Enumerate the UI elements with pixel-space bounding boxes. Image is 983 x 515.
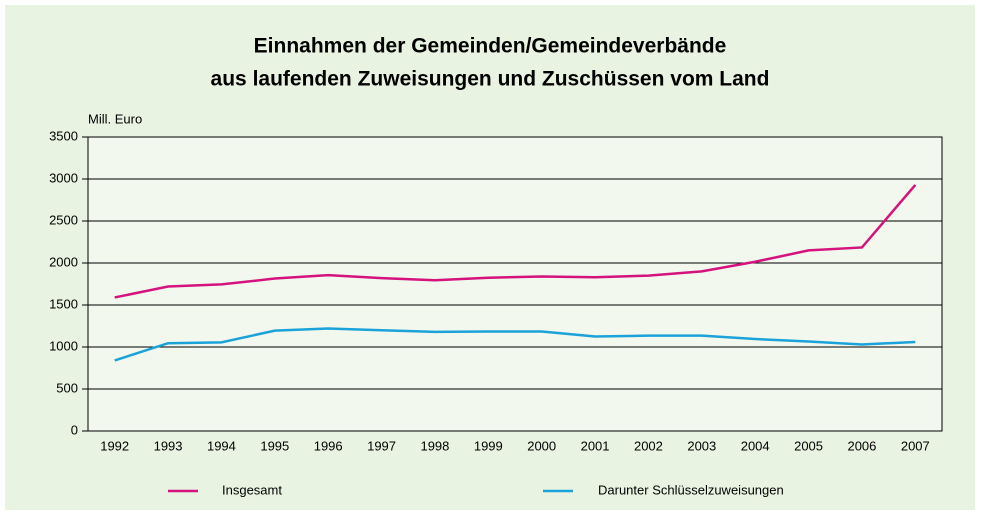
y-tick-label: 0 [71,422,78,437]
y-tick-label: 1000 [49,338,78,353]
x-tick-label: 1997 [367,438,396,453]
x-tick-label: 1998 [420,438,449,453]
x-tick-label: 2001 [581,438,610,453]
x-tick-label: 1992 [100,438,129,453]
y-tick-label: 3000 [49,170,78,185]
x-tick-label: 2003 [687,438,716,453]
y-tick-label: 2000 [49,254,78,269]
y-axis-label: Mill. Euro [88,111,142,126]
line-series [114,184,917,299]
chart-title: Einnahmen der Gemeinden/Gemeindeverbände [254,35,727,58]
x-tick-label: 1995 [260,438,289,453]
x-tick-label: 1999 [474,438,503,453]
legend-label: Darunter Schlüsselzuweisungen [598,482,784,497]
x-tick-label: 2000 [527,438,556,453]
x-tick-label: 1993 [154,438,183,453]
y-tick-label: 1500 [49,296,78,311]
x-tick-label: 2005 [794,438,823,453]
x-tick-label: 2002 [634,438,663,453]
y-tick-label: 500 [56,380,78,395]
line-series [114,327,916,362]
x-tick-label: 2007 [901,438,930,453]
legend-label: Insgesamt [222,482,282,497]
x-tick-label: 2006 [847,438,876,453]
x-tick-label: 1994 [207,438,236,453]
y-tick-label: 3500 [49,128,78,143]
x-tick-label: 2004 [741,438,770,453]
chart-title: aus laufenden Zuweisungen und Zuschüssen… [211,68,770,91]
y-tick-label: 2500 [49,212,78,227]
x-tick-label: 1996 [314,438,343,453]
